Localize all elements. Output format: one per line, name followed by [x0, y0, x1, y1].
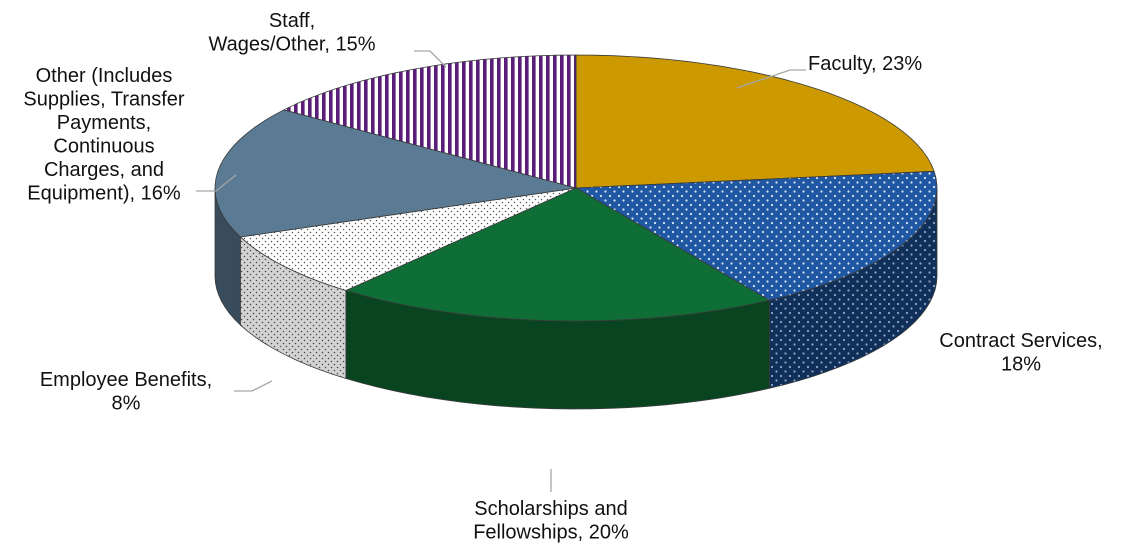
pie-label-contract-services-line: Contract Services,	[939, 330, 1102, 352]
pie-label-faculty: Faculty, 23%	[808, 53, 922, 75]
pie-slice-staff-wages-other	[283, 54, 577, 189]
pie-label-other-includes-supplies-transfer-payments-continuous-charges-and-equipment-leader-line	[196, 174, 237, 192]
pie-label-faculty-leader-line	[736, 69, 806, 89]
pie-label-staff-wages-other-leader-line	[414, 50, 447, 68]
pie-label-employee-benefits-line: 8%	[112, 393, 141, 415]
pie-slice-tops	[214, 54, 938, 322]
pie-label-other-includes-supplies-transfer-payments-continuous-charges-and-equipment-line: Continuous	[53, 136, 154, 158]
pie-slice-scholarships-and-fellowships	[345, 187, 770, 322]
pie-label-faculty-line: Faculty, 23%	[808, 53, 922, 75]
pie-label-contract-services-line: 18%	[1001, 354, 1041, 376]
pie-label-scholarships-and-fellowships-line: Fellowships, 20%	[473, 522, 629, 544]
pie-label-other-includes-supplies-transfer-payments-continuous-charges-and-equipment-line: Payments,	[57, 112, 151, 134]
pie-label-other-includes-supplies-transfer-payments-continuous-charges-and-equipment-line: Other (Includes	[36, 65, 173, 87]
pie-labels: Faculty, 23% Contract Services, 18% Scholar…	[23, 10, 1102, 544]
pie-label-employee-benefits-leader-line	[234, 380, 273, 392]
pie-label-staff-wages-other-line: Wages/Other, 15%	[208, 34, 375, 56]
pie-label-contract-services: Contract Services, 18%	[939, 330, 1102, 376]
pie-label-other-includes-supplies-transfer-payments-continuous-charges-and-equipment-line: Equipment), 16%	[27, 183, 181, 205]
pie-label-other-includes-supplies-transfer-payments-continuous-charges-and-equipment: Other (Includes Supplies, Transfer Payment…	[23, 65, 185, 205]
pie-label-other-includes-supplies-transfer-payments-continuous-charges-and-equipment-line: Supplies, Transfer	[23, 89, 185, 111]
pie-slice-other-includes-supplies-transfer-payments-continuous-charges-and-equipment	[214, 109, 577, 238]
pie-label-employee-benefits: Employee Benefits, 8%	[40, 369, 212, 415]
pie-label-employee-benefits-line: Employee Benefits,	[40, 369, 212, 391]
pie-label-staff-wages-other: Staff, Wages/Other, 15%	[208, 10, 375, 56]
pie-slice-employee-benefits	[239, 187, 577, 291]
pie-slice-faculty	[575, 54, 935, 189]
pie-slice-contract-services	[575, 170, 938, 301]
pie-label-staff-wages-other-line: Staff,	[269, 10, 315, 32]
pie-side-walls	[214, 187, 938, 410]
pie-label-scholarships-and-fellowships: Scholarships and Fellowships, 20%	[473, 498, 629, 544]
pie-label-scholarships-and-fellowships-line: Scholarships and	[474, 498, 627, 520]
pie-label-other-includes-supplies-transfer-payments-continuous-charges-and-equipment-line: Charges, and	[44, 159, 164, 181]
